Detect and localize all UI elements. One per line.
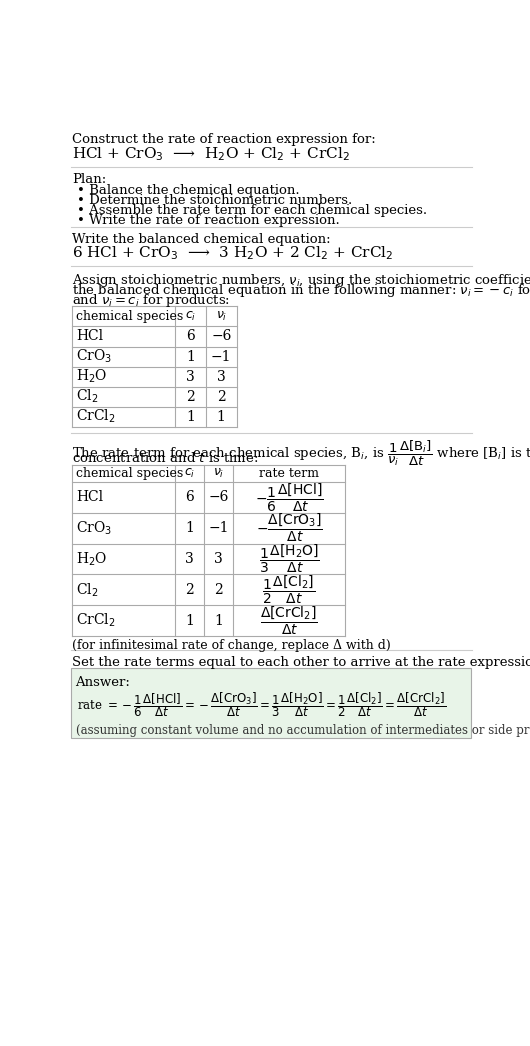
Text: Plan:: Plan: <box>73 174 107 186</box>
Text: HCl: HCl <box>76 491 103 504</box>
Text: −1: −1 <box>211 349 232 364</box>
Text: • Write the rate of reaction expression.: • Write the rate of reaction expression. <box>77 214 340 227</box>
Text: and $\nu_i = c_i$ for products:: and $\nu_i = c_i$ for products: <box>73 292 231 309</box>
Text: 1: 1 <box>214 614 223 628</box>
Text: (for infinitesimal rate of change, replace Δ with d): (for infinitesimal rate of change, repla… <box>73 639 391 652</box>
Text: $\nu_i$: $\nu_i$ <box>213 467 224 480</box>
Text: 1: 1 <box>186 410 195 424</box>
Text: HCl: HCl <box>76 329 103 343</box>
Text: • Balance the chemical equation.: • Balance the chemical equation. <box>77 184 300 197</box>
Text: $c_i$: $c_i$ <box>184 467 195 480</box>
Text: −6: −6 <box>211 329 232 343</box>
Text: • Assemble the rate term for each chemical species.: • Assemble the rate term for each chemic… <box>77 204 427 218</box>
FancyBboxPatch shape <box>71 668 471 737</box>
Text: −1: −1 <box>208 521 229 536</box>
Text: $-\dfrac{1}{6}\dfrac{\Delta[\mathrm{HCl}]}{\Delta t}$: $-\dfrac{1}{6}\dfrac{\Delta[\mathrm{HCl}… <box>255 481 323 514</box>
Text: $\dfrac{1}{2}\dfrac{\Delta[\mathrm{Cl_2}]}{\Delta t}$: $\dfrac{1}{2}\dfrac{\Delta[\mathrm{Cl_2}… <box>262 573 316 606</box>
Text: 1: 1 <box>217 410 226 424</box>
Text: Assign stoichiometric numbers, $\nu_i$, using the stoichiometric coefficients, $: Assign stoichiometric numbers, $\nu_i$, … <box>73 272 530 289</box>
Text: Cl$_2$: Cl$_2$ <box>76 388 99 405</box>
Text: $\nu_i$: $\nu_i$ <box>216 310 227 323</box>
Text: 2: 2 <box>217 389 226 404</box>
Text: 2: 2 <box>214 583 223 597</box>
Text: HCl + CrO$_3$  ⟶  H$_2$O + Cl$_2$ + CrCl$_2$: HCl + CrO$_3$ ⟶ H$_2$O + Cl$_2$ + CrCl$_… <box>73 145 350 163</box>
Text: the balanced chemical equation in the following manner: $\nu_i = -c_i$ for react: the balanced chemical equation in the fo… <box>73 281 530 299</box>
Text: concentration and $t$ is time:: concentration and $t$ is time: <box>73 451 259 465</box>
Text: 2: 2 <box>186 389 195 404</box>
Text: Cl$_2$: Cl$_2$ <box>76 582 99 598</box>
Text: 6: 6 <box>185 491 194 504</box>
Text: $-\dfrac{\Delta[\mathrm{CrO_3}]}{\Delta t}$: $-\dfrac{\Delta[\mathrm{CrO_3}]}{\Delta … <box>255 513 323 544</box>
Text: • Determine the stoichiometric numbers.: • Determine the stoichiometric numbers. <box>77 195 352 207</box>
Text: 1: 1 <box>185 521 194 536</box>
Text: Construct the rate of reaction expression for:: Construct the rate of reaction expressio… <box>73 133 376 146</box>
Text: 3: 3 <box>217 369 226 384</box>
Text: −6: −6 <box>208 491 229 504</box>
Text: rate term: rate term <box>259 468 319 480</box>
Text: 6 HCl + CrO$_3$  ⟶  3 H$_2$O + 2 Cl$_2$ + CrCl$_2$: 6 HCl + CrO$_3$ ⟶ 3 H$_2$O + 2 Cl$_2$ + … <box>73 244 394 262</box>
Text: chemical species: chemical species <box>76 310 183 323</box>
Text: (assuming constant volume and no accumulation of intermediates or side products): (assuming constant volume and no accumul… <box>76 724 530 736</box>
Text: CrCl$_2$: CrCl$_2$ <box>76 408 116 426</box>
Text: chemical species: chemical species <box>76 468 183 480</box>
Text: $\dfrac{\Delta[\mathrm{CrCl_2}]}{\Delta t}$: $\dfrac{\Delta[\mathrm{CrCl_2}]}{\Delta … <box>260 605 318 637</box>
Text: Answer:: Answer: <box>76 676 130 689</box>
Text: H$_2$O: H$_2$O <box>76 368 108 385</box>
Text: $c_i$: $c_i$ <box>184 310 196 323</box>
Text: Set the rate terms equal to each other to arrive at the rate expression:: Set the rate terms equal to each other t… <box>73 656 530 669</box>
Text: CrO$_3$: CrO$_3$ <box>76 348 112 365</box>
Text: 1: 1 <box>186 349 195 364</box>
Text: 1: 1 <box>185 614 194 628</box>
Text: The rate term for each chemical species, B$_i$, is $\dfrac{1}{\nu_i}\dfrac{\Delt: The rate term for each chemical species,… <box>73 439 530 469</box>
Text: Write the balanced chemical equation:: Write the balanced chemical equation: <box>73 233 331 246</box>
Text: $\dfrac{1}{3}\dfrac{\Delta[\mathrm{H_2O}]}{\Delta t}$: $\dfrac{1}{3}\dfrac{\Delta[\mathrm{H_2O}… <box>259 543 320 575</box>
Text: CrCl$_2$: CrCl$_2$ <box>76 612 116 630</box>
Text: 3: 3 <box>186 369 195 384</box>
Text: 2: 2 <box>185 583 194 597</box>
Text: 6: 6 <box>186 329 195 343</box>
Text: rate $= -\dfrac{1}{6}\dfrac{\Delta[\mathrm{HCl}]}{\Delta t} = -\dfrac{\Delta[\ma: rate $= -\dfrac{1}{6}\dfrac{\Delta[\math… <box>77 690 446 719</box>
Text: 3: 3 <box>214 552 223 566</box>
Text: H$_2$O: H$_2$O <box>76 550 108 568</box>
Text: 3: 3 <box>185 552 194 566</box>
Text: CrO$_3$: CrO$_3$ <box>76 520 112 537</box>
